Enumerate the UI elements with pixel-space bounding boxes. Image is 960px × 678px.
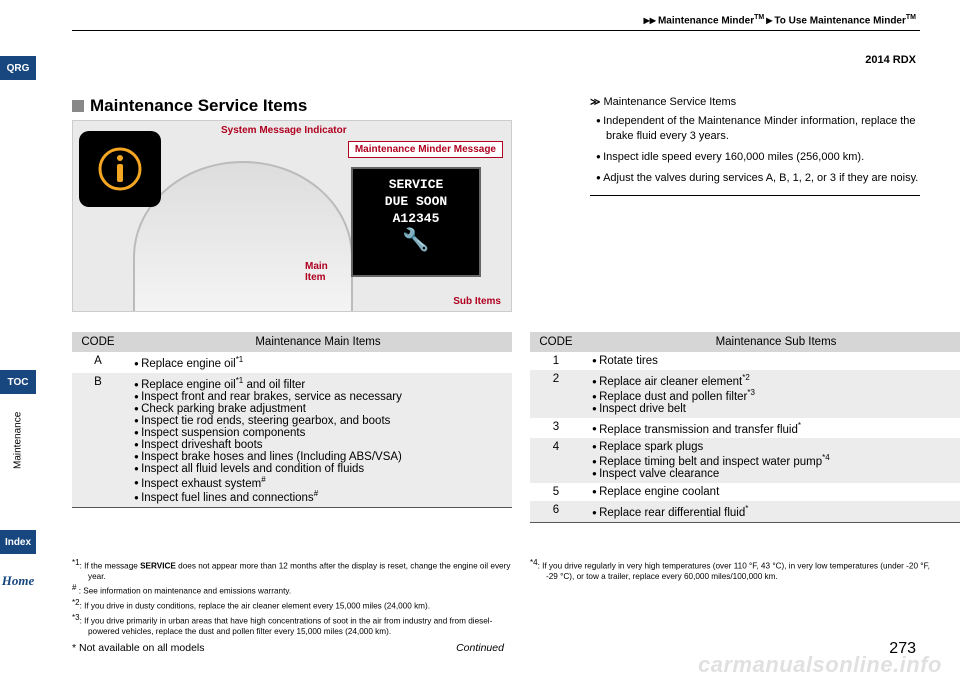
- cell-items: Replace transmission and transfer fluid*: [582, 418, 960, 439]
- cell-items: Replace rear differential fluid*: [582, 501, 960, 522]
- table-row: 3 Replace transmission and transfer fluid…: [530, 418, 960, 439]
- label-main-item: Main Item: [305, 261, 328, 283]
- info-item: Independent of the Maintenance Minder in…: [596, 114, 920, 144]
- wrench-icon: 🔧: [353, 228, 479, 257]
- not-available-note: * Not available on all models: [72, 642, 205, 654]
- lcd-line2: DUE SOON: [353, 194, 479, 211]
- lcd-line1: SERVICE: [353, 177, 479, 194]
- info-box: ≫Maintenance Service Items Independent o…: [590, 96, 920, 196]
- list-item: Rotate tires: [592, 355, 960, 367]
- table-row: 5 Replace engine coolant: [530, 483, 960, 501]
- list-item: Replace transmission and transfer fluid*: [592, 421, 960, 436]
- divider: [590, 195, 920, 196]
- list-item: Replace air cleaner element*2: [592, 373, 960, 388]
- tab-toc[interactable]: TOC: [0, 370, 36, 394]
- list-item: Inspect fuel lines and connections#: [134, 489, 506, 504]
- list-item: Replace dust and pollen filter*3: [592, 388, 960, 403]
- cell-items: Replace engine oil*1 and oil filterInspe…: [124, 373, 512, 508]
- label-system-message-indicator: System Message Indicator: [221, 125, 347, 136]
- lcd-display: SERVICE DUE SOON A12345 🔧: [351, 167, 481, 277]
- th-sub-items: Maintenance Sub Items: [582, 332, 960, 352]
- label-sub-items: Sub Items: [453, 296, 501, 307]
- cell-items: Replace spark plugsReplace timing belt a…: [582, 438, 960, 483]
- label-maintenance-minder-message: Maintenance Minder Message: [348, 141, 503, 158]
- footnote: # : See information on maintenance and e…: [72, 583, 512, 597]
- model-year: 2014 RDX: [865, 54, 916, 66]
- table-row: 6 Replace rear differential fluid*: [530, 501, 960, 522]
- list-item: Replace engine oil*1: [134, 355, 506, 370]
- list-item: Check parking brake adjustment: [134, 403, 506, 415]
- list-item: Replace engine oil*1 and oil filter: [134, 376, 506, 391]
- section-title: Maintenance Service Items: [72, 96, 307, 116]
- footnote: *1: If the message SERVICE does not appe…: [72, 558, 512, 582]
- cell-items: Replace air cleaner element*2Replace dus…: [582, 370, 960, 418]
- cell-items: Replace engine coolant: [582, 483, 960, 501]
- dashboard-diagram: System Message Indicator Maintenance Min…: [72, 120, 512, 312]
- cell-code: 6: [530, 501, 582, 522]
- info-box-list: Independent of the Maintenance Minder in…: [590, 114, 920, 185]
- list-item: Inspect driveshaft boots: [134, 439, 506, 451]
- lcd-line3: A12345: [353, 211, 479, 228]
- list-item: Inspect valve clearance: [592, 468, 960, 480]
- tab-home[interactable]: Home: [0, 570, 36, 592]
- cell-code: 1: [530, 352, 582, 370]
- cell-items: Replace engine oil*1: [124, 352, 512, 373]
- steering-wheel-icon: [133, 161, 353, 312]
- continued-label: Continued: [456, 642, 504, 654]
- cell-code: 2: [530, 370, 582, 418]
- square-bullet-icon: [72, 100, 84, 112]
- cell-code: 3: [530, 418, 582, 439]
- info-box-header: ≫Maintenance Service Items: [590, 96, 920, 108]
- list-item: Inspect brake hoses and lines (Including…: [134, 451, 506, 463]
- double-arrow-icon: ≫: [590, 97, 600, 108]
- breadcrumb: ▶▶Maintenance MinderTM▶To Use Maintenanc…: [642, 14, 916, 26]
- cell-code: B: [72, 373, 124, 508]
- table-row: 1 Rotate tires: [530, 352, 960, 370]
- footnotes-right: *4: If you drive regularly in very high …: [530, 558, 930, 582]
- table-row: 2Replace air cleaner element*2Replace du…: [530, 370, 960, 418]
- th-code: CODE: [72, 332, 124, 352]
- th-code: CODE: [530, 332, 582, 352]
- info-item: Adjust the valves during services A, B, …: [596, 171, 920, 186]
- list-item: Inspect tie rod ends, steering gearbox, …: [134, 415, 506, 427]
- list-item: Replace rear differential fluid*: [592, 504, 960, 519]
- list-item: Inspect exhaust system#: [134, 475, 506, 490]
- table-row: A Replace engine oil*1: [72, 352, 512, 373]
- top-rule: [72, 30, 920, 31]
- cell-code: 5: [530, 483, 582, 501]
- tab-index[interactable]: Index: [0, 530, 36, 554]
- th-main-items: Maintenance Main Items: [124, 332, 512, 352]
- list-item: Inspect drive belt: [592, 403, 960, 415]
- tab-qrg[interactable]: QRG: [0, 56, 36, 80]
- table-sub-items: CODE Maintenance Sub Items 1 Rotate tires…: [530, 332, 960, 523]
- cell-code: A: [72, 352, 124, 373]
- footnotes-left: *1: If the message SERVICE does not appe…: [72, 558, 512, 638]
- list-item: Inspect all fluid levels and condition o…: [134, 463, 506, 475]
- list-item: Replace spark plugs: [592, 441, 960, 453]
- cell-items: Rotate tires: [582, 352, 960, 370]
- list-item: Replace timing belt and inspect water pu…: [592, 453, 960, 468]
- footnote: *2: If you drive in dusty conditions, re…: [72, 598, 512, 612]
- list-item: Inspect front and rear brakes, service a…: [134, 391, 506, 403]
- watermark: carmanualsonline.info: [698, 652, 942, 678]
- footnote: *3: If you drive primarily in urban area…: [72, 613, 512, 637]
- list-item: Inspect suspension components: [134, 427, 506, 439]
- tab-section-maintenance[interactable]: Maintenance: [0, 398, 36, 483]
- table-main-items: CODE Maintenance Main Items AReplace eng…: [72, 332, 512, 508]
- info-indicator-icon: [79, 131, 161, 207]
- list-item: Replace engine coolant: [592, 486, 960, 498]
- footnote: *4: If you drive regularly in very high …: [530, 558, 930, 582]
- cell-code: 4: [530, 438, 582, 483]
- table-row: 4Replace spark plugsReplace timing belt …: [530, 438, 960, 483]
- info-item: Inspect idle speed every 160,000 miles (…: [596, 150, 920, 165]
- table-row: BReplace engine oil*1 and oil filterInsp…: [72, 373, 512, 508]
